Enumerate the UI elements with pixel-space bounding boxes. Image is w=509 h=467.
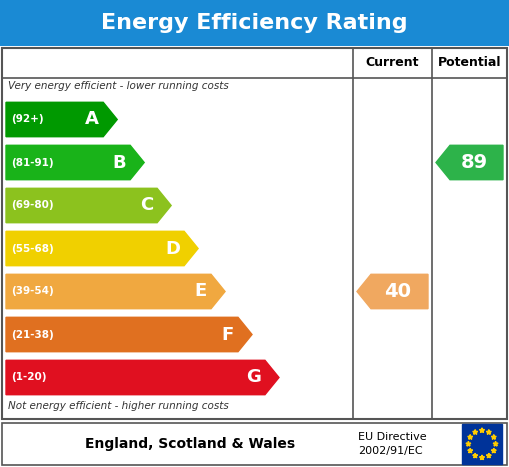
Text: 89: 89 [461,153,488,172]
Text: A: A [86,111,99,128]
Polygon shape [479,428,485,432]
Text: Current: Current [366,57,419,70]
Polygon shape [491,435,496,439]
Polygon shape [6,317,252,352]
Text: 40: 40 [384,282,411,301]
Text: Very energy efficient - lower running costs: Very energy efficient - lower running co… [8,81,229,91]
Text: B: B [112,154,126,171]
Text: (1-20): (1-20) [11,373,46,382]
Polygon shape [357,274,428,309]
Polygon shape [6,102,117,137]
Polygon shape [6,145,144,180]
Polygon shape [473,453,477,458]
Text: D: D [165,240,180,257]
Text: (81-91): (81-91) [11,157,53,168]
Polygon shape [486,453,491,458]
Text: Not energy efficient - higher running costs: Not energy efficient - higher running co… [8,401,229,411]
Text: C: C [140,197,153,214]
Polygon shape [493,441,498,446]
Polygon shape [468,435,473,439]
Text: (39-54): (39-54) [11,286,54,297]
Text: (55-68): (55-68) [11,243,54,254]
Bar [2,423,507,465]
Polygon shape [6,274,225,309]
Text: E: E [195,283,207,300]
Text: G: G [246,368,261,387]
Text: EU Directive: EU Directive [358,432,427,442]
Polygon shape [6,188,171,223]
Bar [2,48,507,419]
Text: Energy Efficiency Rating: Energy Efficiency Rating [101,13,408,33]
Polygon shape [491,448,496,453]
Polygon shape [6,231,198,266]
Text: (21-38): (21-38) [11,330,54,340]
Polygon shape [436,145,503,180]
Text: (92+): (92+) [11,114,44,125]
Polygon shape [468,448,473,453]
Text: England, Scotland & Wales: England, Scotland & Wales [85,437,295,451]
Text: Potential: Potential [438,57,501,70]
Text: F: F [222,325,234,344]
Polygon shape [479,455,485,460]
Polygon shape [466,441,471,446]
Polygon shape [486,430,491,434]
Text: (69-80): (69-80) [11,200,53,211]
Bar [0,0,509,46]
Polygon shape [6,361,279,395]
Text: 2002/91/EC: 2002/91/EC [358,446,422,456]
Polygon shape [473,430,477,434]
Bar [462,424,502,464]
